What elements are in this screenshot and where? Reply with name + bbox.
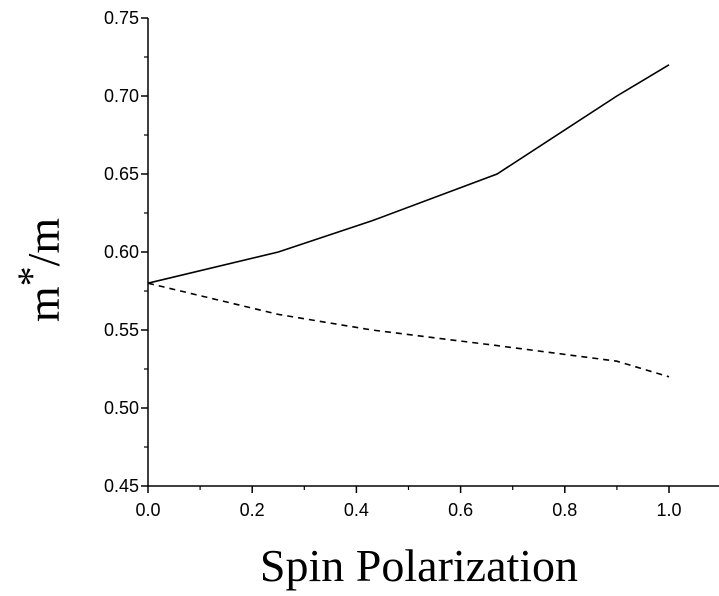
y-axis-title-suffix: /m — [18, 218, 69, 267]
series-line-dashed — [147, 282, 670, 378]
y-tick-label: 0.60 — [104, 242, 139, 262]
x-tick-label: 0.2 — [240, 500, 265, 520]
x-axis-title: Spin Polarization — [260, 540, 578, 591]
y-tick-label: 0.50 — [104, 398, 139, 418]
y-axis-title: m*/m — [9, 218, 69, 323]
x-tick-label: 0.8 — [552, 500, 577, 520]
y-tick-label: 0.75 — [104, 8, 139, 28]
x-tick-label: 0.4 — [344, 500, 369, 520]
y-tick-label: 0.70 — [104, 86, 139, 106]
y-axis: 0.45 0.50 0.55 0.60 0.65 0.70 0.75 — [104, 8, 149, 496]
y-tick-label: 0.45 — [104, 476, 139, 496]
series-line-solid — [147, 64, 670, 284]
x-axis: 0.0 0.2 0.4 0.6 0.8 1.0 — [135, 485, 719, 520]
plot-area — [147, 64, 670, 378]
y-tick-label: 0.65 — [104, 164, 139, 184]
x-tick-label: 0.0 — [135, 500, 160, 520]
y-axis-title-base: m — [18, 286, 69, 322]
x-tick-label: 0.6 — [448, 500, 473, 520]
y-axis-title-superscript: * — [9, 266, 54, 286]
y-tick-label: 0.55 — [104, 320, 139, 340]
x-tick-label: 1.0 — [656, 500, 681, 520]
